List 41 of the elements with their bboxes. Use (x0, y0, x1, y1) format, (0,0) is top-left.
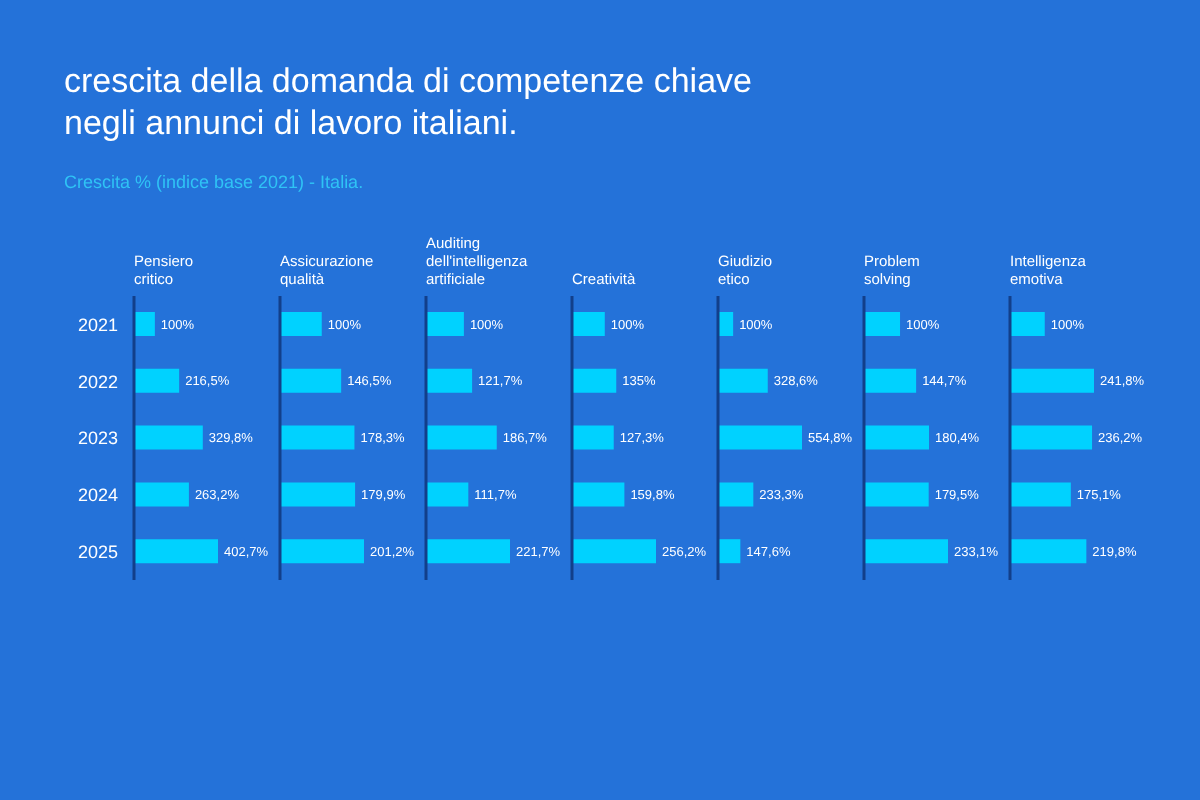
bar (280, 312, 322, 336)
bar (718, 482, 754, 507)
y-tick-label: 2021 (77, 314, 118, 335)
bar (1010, 425, 1093, 450)
bar (280, 482, 356, 507)
bar (572, 539, 656, 564)
bar (1010, 539, 1087, 564)
bar (426, 425, 497, 450)
bar (134, 368, 180, 393)
bar (134, 425, 203, 450)
bar (572, 482, 625, 507)
bar (864, 312, 901, 336)
bar (572, 425, 614, 450)
bar (280, 539, 364, 564)
bar (864, 482, 929, 507)
bar (718, 539, 741, 564)
bar (1010, 368, 1094, 393)
bar (426, 539, 510, 564)
bar (718, 368, 768, 393)
y-tick-label: 2023 (77, 428, 118, 449)
bar (280, 425, 355, 450)
y-tick-label: 2022 (77, 371, 118, 392)
bar (426, 312, 464, 336)
bar (134, 482, 189, 507)
bar (572, 312, 605, 336)
text: Crescita % (indice base 2021) - Italia. (64, 172, 366, 192)
text: crescita della domanda di competenze chiave negli annunci di lavoro italiani. (64, 60, 754, 144)
bar (864, 368, 917, 393)
bar (280, 368, 342, 393)
bar (572, 368, 617, 393)
bar (426, 482, 469, 507)
bar (1010, 312, 1045, 336)
bar (426, 368, 473, 393)
y-tick-label: 2025 (77, 541, 118, 562)
bar (864, 425, 930, 450)
bar (134, 312, 155, 336)
bar (1010, 482, 1071, 507)
bar (864, 539, 948, 564)
bar (718, 425, 802, 450)
bar (134, 539, 218, 564)
y-tick-label: 2024 (77, 485, 118, 506)
